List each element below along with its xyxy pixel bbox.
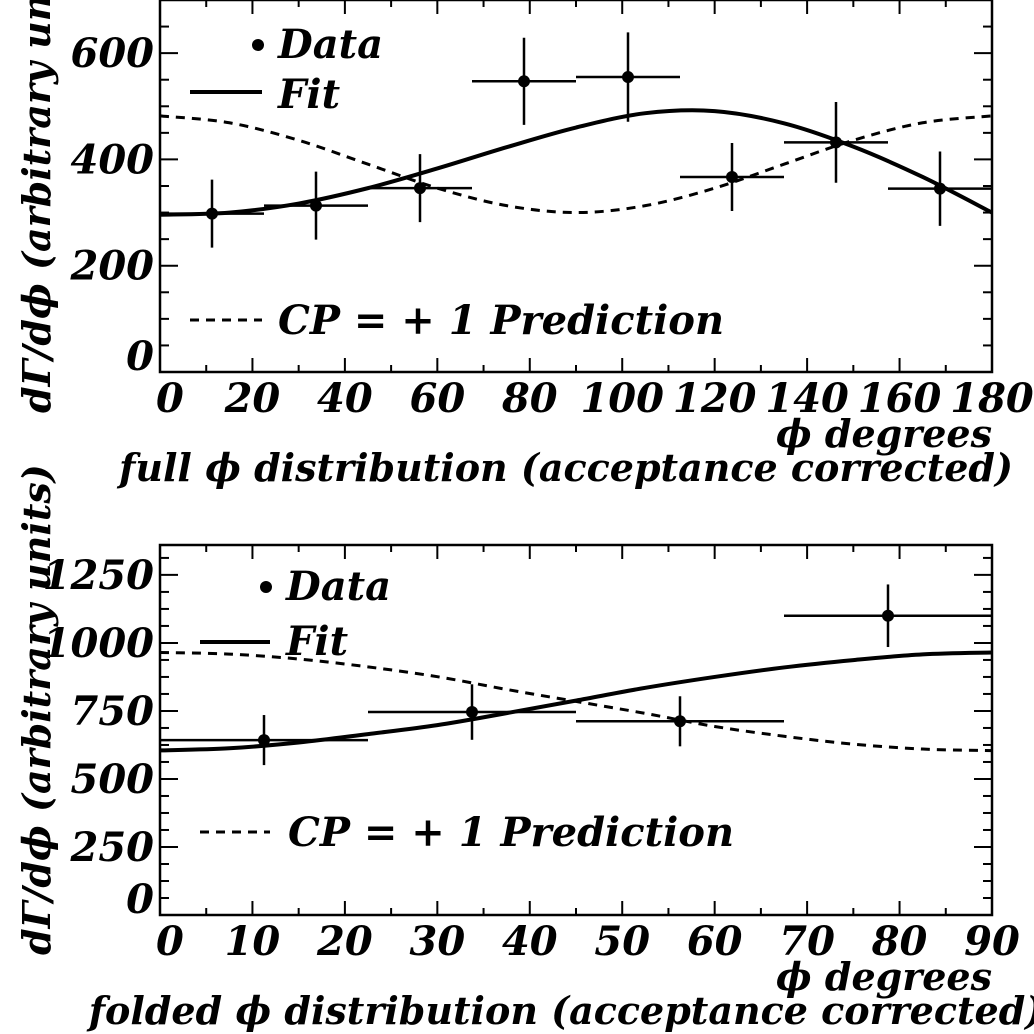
- legend-fit-label-full: Fit: [277, 71, 341, 118]
- fit-curve-full: [159, 108, 993, 217]
- caption-folded: folded ϕ distribution (acceptance correc…: [86, 988, 1034, 1033]
- x-tick-label-full: 0: [156, 375, 184, 422]
- prediction-curve-full: [159, 114, 993, 215]
- y-tick-label-full: 200: [70, 243, 155, 290]
- data-point-full: [680, 142, 784, 211]
- data-marker: [258, 734, 270, 747]
- plot-area-full: [159, 32, 993, 248]
- data-point-full: [368, 154, 472, 223]
- data-marker: [882, 609, 894, 622]
- y-tick-label-folded: 1250: [43, 552, 154, 599]
- data-point-full: [576, 32, 680, 122]
- x-tick-label-folded: 20: [316, 918, 373, 965]
- data-point-folded: [368, 684, 576, 740]
- caption-full: full ϕ distribution (acceptance correcte…: [116, 445, 1013, 490]
- legend-prediction-label-folded: CP = + 1 Prediction: [288, 809, 734, 856]
- legend-data-marker-folded: [260, 581, 272, 593]
- legend-data-label-folded: Data: [285, 563, 391, 610]
- data-point-folded: [576, 696, 784, 747]
- y-tick-label-full: 0: [126, 333, 154, 380]
- y-tick-label-folded: 500: [71, 756, 155, 803]
- data-marker: [414, 182, 426, 195]
- y-tick-label-full: 600: [71, 30, 155, 77]
- data-point-full: [264, 171, 368, 240]
- legend-prediction-label-full: CP = + 1 Prediction: [278, 297, 724, 344]
- data-marker: [466, 706, 478, 719]
- x-tick-label-full: 160: [858, 375, 942, 422]
- x-tick-label-folded: 50: [594, 918, 650, 965]
- x-tick-label-full: 40: [317, 375, 373, 422]
- data-marker: [206, 207, 218, 220]
- y-tick-label-full: 400: [71, 136, 155, 183]
- x-tick-label-folded: 0: [156, 918, 184, 965]
- data-marker: [830, 136, 842, 149]
- x-tick-label-folded: 30: [409, 918, 465, 965]
- data-point-full: [888, 151, 992, 226]
- x-tick-label-full: 140: [765, 375, 849, 422]
- x-axis-label-folded: ϕ degrees: [776, 954, 992, 999]
- x-tick-label-full: 100: [580, 375, 664, 422]
- data-point-folded: [784, 584, 992, 648]
- y-tick-label-folded: 250: [70, 824, 155, 871]
- data-point-full: [160, 179, 264, 248]
- x-tick-label-full: 120: [673, 375, 757, 422]
- data-marker: [518, 75, 530, 88]
- data-marker: [726, 170, 738, 183]
- data-marker: [310, 199, 322, 212]
- legend-data-marker-full: [252, 39, 264, 51]
- x-tick-label-folded: 80: [871, 918, 928, 965]
- legend-data-label-full: Data: [277, 21, 383, 68]
- x-tick-label-full: 20: [224, 375, 281, 422]
- axes-full: 0 20 40 60 80 100 120 140 160 180 0 200 400 600: [70, 0, 1034, 422]
- x-tick-label-full: 180: [950, 375, 1034, 422]
- data-point-full: [472, 37, 576, 125]
- y-tick-label-folded: 750: [71, 688, 155, 735]
- y-axis-label-folded: dΓ/dϕ (arbitrary units): [14, 464, 59, 955]
- y-tick-label-folded: 0: [126, 876, 154, 923]
- x-tick-label-folded: 90: [964, 918, 1020, 965]
- data-marker: [622, 71, 634, 84]
- plot-area-folded: [159, 584, 993, 766]
- x-axis-label-full: ϕ degrees: [776, 411, 992, 456]
- x-tick-label-folded: 60: [687, 918, 743, 965]
- plot-frame-folded: [158, 543, 994, 917]
- fit-curve-folded: [159, 650, 993, 753]
- y-tick-label-folded: 1000: [43, 620, 154, 667]
- x-tick-label-full: 80: [501, 375, 558, 422]
- x-tick-label-folded: 70: [779, 918, 835, 965]
- y-axis-label-full: dΓ/dϕ (arbitrary units): [14, 0, 59, 413]
- x-tick-label-folded: 10: [225, 918, 281, 965]
- data-point-folded: [160, 715, 368, 766]
- x-tick-label-folded: 40: [502, 918, 558, 965]
- x-tick-label-full: 60: [409, 375, 465, 422]
- data-marker: [934, 182, 946, 195]
- legend-fit-label-folded: Fit: [285, 618, 349, 665]
- data-point-full: [784, 102, 888, 183]
- data-marker: [674, 715, 686, 728]
